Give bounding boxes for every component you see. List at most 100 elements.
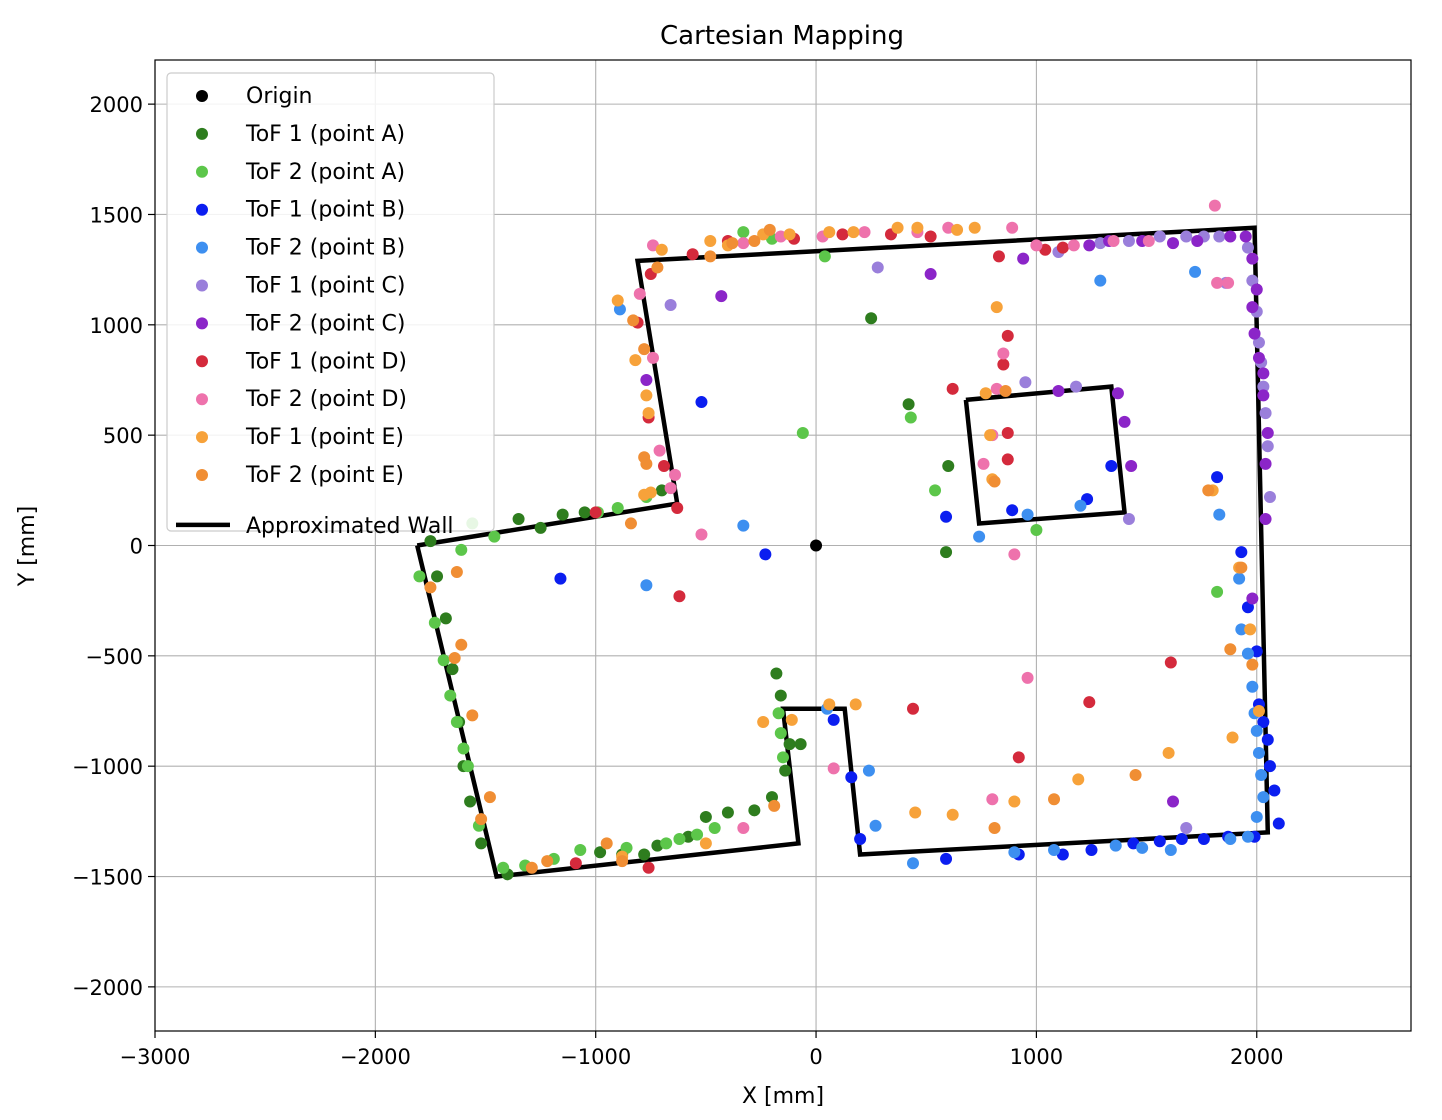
scatter-points: [413, 199, 1285, 881]
tof-2-point-b-point: [1241, 647, 1254, 660]
legend-marker-origin: [196, 90, 208, 102]
tof-2-point-b-point: [973, 530, 986, 543]
tof-1-point-c-point: [1153, 230, 1166, 243]
tof-1-point-b-point: [1235, 546, 1248, 559]
tof-1-point-e-point: [968, 221, 981, 234]
tof-1-point-e-point: [1226, 731, 1239, 744]
tof-2-point-b-point: [1224, 833, 1237, 846]
tof-2-point-b-point: [1021, 508, 1034, 521]
tof-1-point-d-point: [1001, 329, 1014, 342]
tof-1-point-e-point: [823, 698, 836, 711]
tof-2-point-d-point: [1030, 239, 1043, 252]
tof-2-point-a-point: [708, 821, 721, 834]
tof-1-point-b-point: [1175, 833, 1188, 846]
tof-1-point-d-point: [836, 228, 849, 241]
tof-1-point-a-point: [902, 398, 915, 411]
tof-1-point-d-point: [997, 358, 1010, 371]
tof-1-point-b-point: [1257, 716, 1270, 729]
tof-1-point-b-point: [1261, 733, 1274, 746]
tof-2-point-d-point: [986, 793, 999, 806]
legend-marker-tof-2-point-c: [196, 317, 208, 330]
tof-2-point-b-point: [907, 857, 920, 870]
tof-1-point-b-point: [827, 713, 840, 726]
tof-1-point-c-point: [1259, 407, 1272, 420]
tof-2-point-a-point: [611, 501, 624, 514]
y-tick-label: 2000: [90, 93, 143, 117]
tof-2-point-e-point: [448, 652, 461, 665]
tof-1-point-a-point: [942, 460, 955, 473]
tof-2-point-c-point: [715, 290, 728, 303]
tof-2-point-c-point: [1167, 237, 1180, 250]
y-tick-label: −500: [85, 645, 143, 669]
tof-1-point-c-point: [1261, 440, 1274, 453]
tof-1-point-b-point: [1211, 471, 1224, 484]
tof-1-point-c-point: [1122, 513, 1135, 526]
tof-1-point-b-point: [1153, 835, 1166, 848]
tof-2-point-d-point: [1006, 221, 1019, 234]
tof-1-point-e-point: [1244, 623, 1257, 636]
tof-1-point-a-point: [431, 570, 444, 583]
tof-2-point-a-point: [497, 861, 510, 874]
tof-1-point-d-point: [673, 590, 686, 603]
tof-1-point-d-point: [907, 702, 920, 715]
legend-label-tof-2-point-a: ToF 2 (point A): [245, 160, 405, 185]
tof-1-point-b-point: [940, 852, 953, 865]
tof-1-point-e-point: [699, 837, 712, 850]
tof-2-point-e-point: [541, 855, 554, 868]
tof-1-point-a-point: [774, 689, 787, 702]
tof-1-point-d-point: [1083, 696, 1096, 709]
tof-1-point-e-point: [847, 226, 860, 239]
tof-2-point-b-point: [1233, 572, 1246, 585]
x-tick-label: 2000: [1230, 1045, 1283, 1069]
tof-2-point-a-point: [660, 837, 673, 850]
tof-2-point-b-point: [1048, 844, 1061, 857]
tof-1-point-d-point: [946, 382, 959, 395]
tof-2-point-c-point: [1239, 230, 1252, 243]
tof-2-point-e-point: [638, 343, 651, 356]
tof-1-point-a-point: [721, 806, 734, 819]
tof-2-point-a-point: [818, 250, 831, 263]
tof-1-point-c-point: [1257, 380, 1270, 393]
legend-marker-tof-1-point-b: [196, 203, 208, 216]
tof-2-point-c-point: [1250, 283, 1263, 296]
tof-2-point-b-point: [1241, 830, 1254, 843]
y-tick-label: 500: [103, 424, 143, 448]
tof-2-point-e-point: [763, 223, 776, 236]
tof-2-point-e-point: [1048, 793, 1061, 806]
tof-1-point-e-point: [951, 223, 964, 236]
tof-1-point-e-point: [757, 716, 770, 729]
tof-1-point-d-point: [1001, 453, 1014, 466]
tof-2-point-e-point: [483, 791, 496, 804]
approximated-wall-line: [415, 225, 1271, 879]
legend-marker-tof-1-point-a: [196, 127, 208, 140]
tof-2-point-b-point: [1164, 844, 1177, 857]
legend-marker-tof-2-point-b: [196, 241, 208, 254]
tof-1-point-e-point: [611, 294, 624, 307]
tof-2-point-e-point: [1129, 769, 1142, 782]
tof-1-point-a-point: [534, 521, 547, 534]
tof-1-point-b-point: [554, 572, 567, 585]
y-tick-label: −1500: [72, 866, 143, 890]
tof-1-point-a-point: [794, 738, 807, 751]
x-tick-label: −2000: [340, 1045, 411, 1069]
tof-2-point-c-point: [1191, 234, 1204, 247]
tof-1-point-e-point: [1008, 795, 1021, 808]
tof-1-point-e-point: [911, 221, 924, 234]
tof-2-point-a-point: [455, 543, 468, 556]
tof-1-point-c-point: [871, 261, 884, 274]
tof-1-point-e-point: [629, 354, 642, 367]
tof-1-point-a-point: [940, 546, 953, 559]
legend-label-tof-2-point-d: ToF 2 (point D): [245, 387, 407, 412]
tof-1-point-a-point: [439, 612, 452, 625]
tof-2-point-a-point: [691, 828, 704, 841]
tof-1-point-e-point: [984, 429, 997, 442]
tof-2-point-c-point: [1246, 301, 1259, 314]
tof-1-point-a-point: [475, 837, 488, 850]
tof-2-point-c-point: [1257, 389, 1270, 402]
tof-2-point-b-point: [1250, 724, 1263, 737]
tof-2-point-d-point: [695, 528, 708, 541]
tof-2-point-d-point: [997, 347, 1010, 360]
tof-2-point-b-point: [869, 819, 882, 832]
tof-2-point-e-point: [624, 517, 637, 530]
legend-label-tof-1-point-b: ToF 1 (point B): [245, 198, 405, 223]
